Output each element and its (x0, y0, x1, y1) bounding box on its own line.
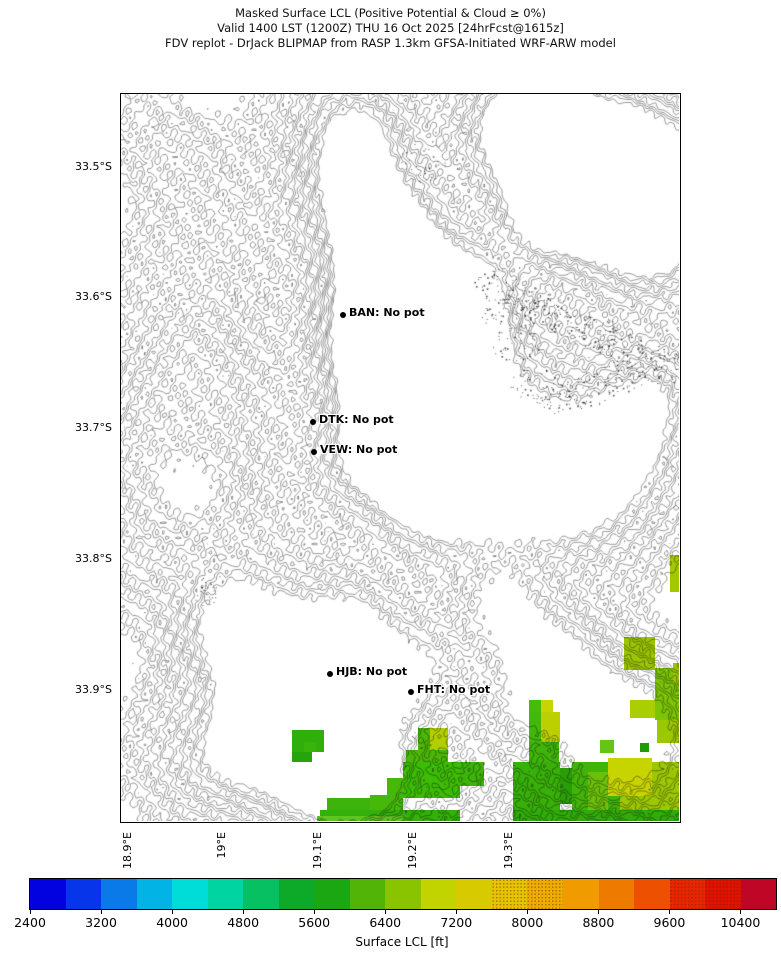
colorbar-tick-label: 6400 (369, 915, 402, 930)
colorbar-tick (740, 909, 742, 914)
colorbar-tick-label: 9600 (653, 915, 686, 930)
colorbar-tick (456, 909, 458, 914)
colorbar-tick-label: 10400 (720, 915, 761, 930)
colorbar-segment (278, 879, 315, 909)
colorbar-segment (669, 879, 706, 909)
y-tick-label: 33.5°S (75, 160, 112, 173)
x-tick-label: 19.3°E (502, 832, 515, 869)
site-label-fht: FHT: No pot (417, 683, 491, 696)
site-marker-ban (340, 312, 346, 318)
colorbar-tick (669, 909, 671, 914)
figure-title-line-2: Valid 1400 LST (1200Z) THU 16 Oct 2025 [… (217, 21, 564, 35)
colorbar-segment (314, 879, 350, 909)
site-label-hjb: HJB: No pot (336, 665, 408, 678)
map-frame: BAN: No pot DTK: No pot VEW: No pot HJB: No… (120, 93, 681, 823)
colorbar-tick (314, 909, 316, 914)
colorbar-tick-label: 7200 (440, 915, 473, 930)
colorbar-segment (207, 879, 244, 909)
colorbar-segment (136, 879, 173, 909)
x-tick-label: 19.1°E (311, 832, 324, 869)
colorbar-title: Surface LCL [ft] (355, 935, 449, 949)
colorbar-segment (527, 879, 563, 909)
colorbar-tick (598, 909, 600, 914)
colorbar-segment (420, 879, 457, 909)
contour-canvas (121, 94, 679, 821)
colorbar-segment (30, 879, 66, 909)
colorbar-tick (527, 909, 529, 914)
colorbar-segment (491, 879, 528, 909)
colorbar-tick-label: 4000 (156, 915, 188, 930)
colorbar-segment (456, 879, 492, 909)
site-marker-hjb (327, 671, 333, 677)
colorbar-segment (243, 879, 279, 909)
colorbar-tick (30, 909, 31, 914)
site-label-ban: BAN: No pot (349, 306, 425, 319)
y-tick-label: 33.7°S (75, 421, 112, 434)
colorbar-tick (385, 909, 387, 914)
x-tick-label: 19.2°E (406, 832, 419, 869)
colorbar (29, 878, 777, 910)
colorbar-segment (562, 879, 599, 909)
site-marker-vew (311, 449, 317, 455)
y-tick-label: 33.8°S (75, 552, 112, 565)
colorbar-tick-label: 5600 (298, 915, 331, 930)
site-label-vew: VEW: No pot (320, 443, 398, 456)
y-tick-label: 33.6°S (75, 290, 112, 303)
map-inner: BAN: No pot DTK: No pot VEW: No pot HJB: No… (121, 94, 679, 821)
colorbar-tick-label: 8800 (582, 915, 615, 930)
figure-title-line-1: Masked Surface LCL (Positive Potential &… (235, 6, 546, 20)
colorbar-tick-label: 8000 (511, 915, 544, 930)
colorbar-segment (740, 879, 777, 909)
colorbar-segment (172, 879, 208, 909)
colorbar-segment (705, 879, 741, 909)
figure-title-line-3: FDV replot - DrJack BLIPMAP from RASP 1.… (165, 36, 616, 50)
colorbar-tick (172, 909, 174, 914)
x-tick-label: 19°E (215, 832, 228, 859)
colorbar-segment (101, 879, 137, 909)
y-tick-label: 33.9°S (75, 683, 112, 696)
colorbar-segment (349, 879, 386, 909)
colorbar-segment (598, 879, 635, 909)
colorbar-segment (634, 879, 670, 909)
x-tick-label: 18.9°E (121, 832, 134, 869)
site-label-dtk: DTK: No pot (319, 413, 394, 426)
colorbar-tick-label: 3200 (85, 915, 117, 930)
colorbar-tick (243, 909, 245, 914)
colorbar-tick (101, 909, 103, 914)
colorbar-tick-label: 4800 (227, 915, 260, 930)
colorbar-segment (385, 879, 421, 909)
site-marker-fht (408, 689, 414, 695)
colorbar-segment (65, 879, 102, 909)
site-marker-dtk (310, 419, 316, 425)
colorbar-tick-label: 2400 (14, 915, 46, 930)
